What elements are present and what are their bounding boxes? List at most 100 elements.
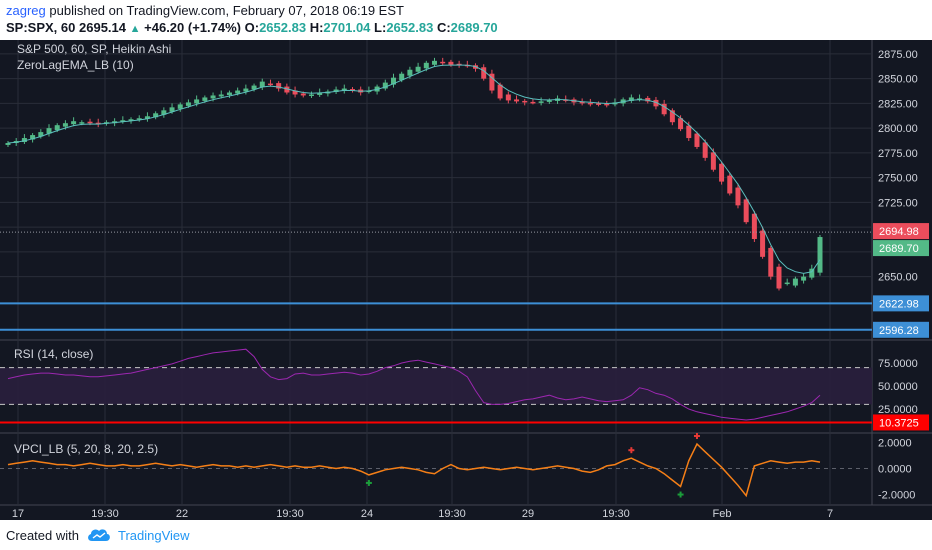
candle-up <box>259 81 265 88</box>
candle-down <box>694 133 700 147</box>
vpci-tick-label: 2.0000 <box>878 438 912 450</box>
candle-down <box>686 125 692 139</box>
price-tick-label: 2725.00 <box>878 197 918 209</box>
last-price-label: 2694.98 <box>879 226 919 238</box>
low-value: 2652.83 <box>386 20 434 35</box>
candle-up <box>423 62 429 69</box>
time-tick-label: 7 <box>827 508 833 520</box>
candle-down <box>653 99 659 107</box>
level-label: 2622.98 <box>879 298 919 310</box>
time-tick-label: 19:30 <box>276 508 304 520</box>
candle-up <box>144 116 150 119</box>
publish-line: zagreg published on TradingView.com, Feb… <box>6 3 404 18</box>
time-tick-label: 19:30 <box>91 508 119 520</box>
ohlc-line: SP:SPX, 60 2695.14 ▲ +46.20 (+1.74%) O:2… <box>6 20 498 35</box>
candle-up <box>317 92 323 95</box>
candle-up <box>210 95 216 99</box>
candle-down <box>587 102 593 105</box>
candle-down <box>768 247 774 277</box>
candle-up <box>218 94 224 97</box>
time-tick-label: 17 <box>12 508 24 520</box>
candle-down <box>743 199 749 223</box>
vpci-pane <box>0 433 872 498</box>
candle-down <box>661 103 667 115</box>
candle-up <box>177 104 183 109</box>
candle-down <box>514 99 520 102</box>
candle-up <box>30 135 36 140</box>
axis-layer: 1719:302219:302419:302919:30Feb752650.00… <box>12 49 929 520</box>
candle-up <box>407 69 413 76</box>
candle-down <box>678 118 684 130</box>
created-with-label: Created with <box>6 528 79 543</box>
candle-down <box>596 103 602 105</box>
candle-down <box>448 61 454 65</box>
close-label: C: <box>436 20 451 35</box>
time-tick-label: 19:30 <box>602 508 630 520</box>
candle-down <box>760 230 766 257</box>
published-text: published on TradingView.com, February 0… <box>49 3 404 18</box>
candle-down <box>505 94 511 101</box>
grid-layer <box>0 40 932 520</box>
candle-down <box>579 101 585 104</box>
footer: Created with TradingView <box>0 520 932 550</box>
candle-up <box>333 89 339 93</box>
candle-up <box>251 85 257 90</box>
candle-up <box>38 132 44 137</box>
price-pane-title: S&P 500, 60, SP, Heikin Ashi <box>17 42 171 56</box>
candle-up <box>432 60 438 65</box>
last-price-box <box>873 223 929 240</box>
candle-down <box>530 101 536 104</box>
candle-down <box>292 90 298 95</box>
right-axis-area <box>872 40 932 520</box>
level-label-box <box>873 295 929 312</box>
candle-down <box>604 103 610 106</box>
tradingview-brand-link[interactable]: TradingView <box>118 528 190 543</box>
time-tick-label: 22 <box>176 508 188 520</box>
symbol-label[interactable]: SP:SPX, 60 <box>6 20 76 35</box>
candle-up <box>185 102 191 106</box>
candle-down <box>497 84 503 99</box>
author-link[interactable]: zagreg <box>6 3 46 18</box>
chart-area[interactable]: 1719:302219:302419:302919:30Feb752650.00… <box>0 40 932 520</box>
close-value: 2689.70 <box>450 20 498 35</box>
chart-canvas[interactable]: 1719:302219:302419:302919:30Feb752650.00… <box>0 40 932 520</box>
close-price-label: 2689.70 <box>879 243 919 255</box>
candle-down <box>710 152 716 170</box>
open-label: O: <box>244 20 260 35</box>
candle-up <box>308 94 314 96</box>
candle-up <box>202 97 208 101</box>
time-tick-label: Feb <box>713 508 732 520</box>
price-tick-label: 2775.00 <box>878 148 918 160</box>
candle-up <box>809 268 815 278</box>
candle-up <box>399 73 405 81</box>
candle-up <box>341 88 347 91</box>
candle-up <box>194 99 200 104</box>
close-price-box <box>873 240 929 257</box>
last-price: 2695.14 <box>79 20 126 35</box>
rsi-pane <box>0 348 872 424</box>
candle-up <box>390 77 396 85</box>
rsi-red-level-label: 10.3725 <box>879 417 919 429</box>
high-value: 2701.04 <box>323 20 371 35</box>
level-label-box <box>873 321 929 338</box>
vpci-line <box>7 442 821 498</box>
vpci-tick-label: 0.0000 <box>878 464 912 476</box>
rsi-red-level-box <box>873 414 929 431</box>
candle-down <box>719 163 725 182</box>
candle-up <box>226 92 232 95</box>
candle-up <box>136 118 142 120</box>
level-label: 2596.28 <box>879 325 919 337</box>
price-tick-label: 2850.00 <box>878 74 918 86</box>
time-tick-label: 19:30 <box>438 508 466 520</box>
time-tick-label: 24 <box>361 508 373 520</box>
candle-down <box>284 86 290 93</box>
vpci-pane-title: VPCI_LB (5, 20, 8, 20, 2.5) <box>14 442 158 456</box>
candle-up <box>628 97 634 101</box>
price-tick-label: 2825.00 <box>878 98 918 110</box>
candle-down <box>440 61 446 64</box>
price-tick-label: 2875.00 <box>878 49 918 61</box>
candle-up <box>817 237 823 273</box>
candle-up <box>71 121 77 125</box>
candle-down <box>702 142 708 158</box>
ema-indicator-title: ZeroLagEMA_LB (10) <box>17 58 134 72</box>
